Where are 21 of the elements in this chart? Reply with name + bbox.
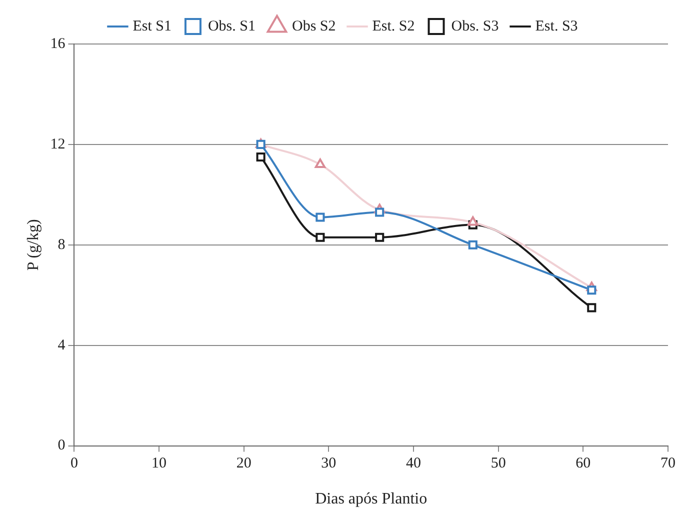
legend-label: Est. S2 [372, 18, 415, 34]
y-axis-title: P (g/kg) [24, 219, 42, 271]
x-tick-label: 10 [152, 456, 167, 472]
x-tick-label: 30 [321, 456, 336, 472]
x-axis-title: Dias após Plantio [315, 490, 428, 508]
legend-label: Est. S3 [535, 18, 578, 34]
x-tick-label: 20 [236, 456, 252, 472]
x-tick-label: 70 [660, 456, 676, 472]
y-tick-label: 0 [58, 438, 66, 454]
legend-label: Obs. S3 [451, 18, 499, 34]
x-tick-label: 40 [406, 456, 422, 472]
x-tick-label: 0 [70, 456, 78, 472]
x-tick-label: 60 [576, 456, 591, 472]
y-tick-label: 4 [58, 337, 66, 354]
legend-label: Obs S2 [292, 18, 336, 34]
legend-label: Est S1 [132, 18, 172, 34]
y-tick-label: 16 [50, 36, 66, 52]
y-tick-label: 8 [58, 236, 66, 253]
y-tick-label: 12 [50, 136, 66, 152]
x-tick-label: 50 [490, 456, 506, 472]
legend-label: Obs. S1 [208, 18, 256, 34]
